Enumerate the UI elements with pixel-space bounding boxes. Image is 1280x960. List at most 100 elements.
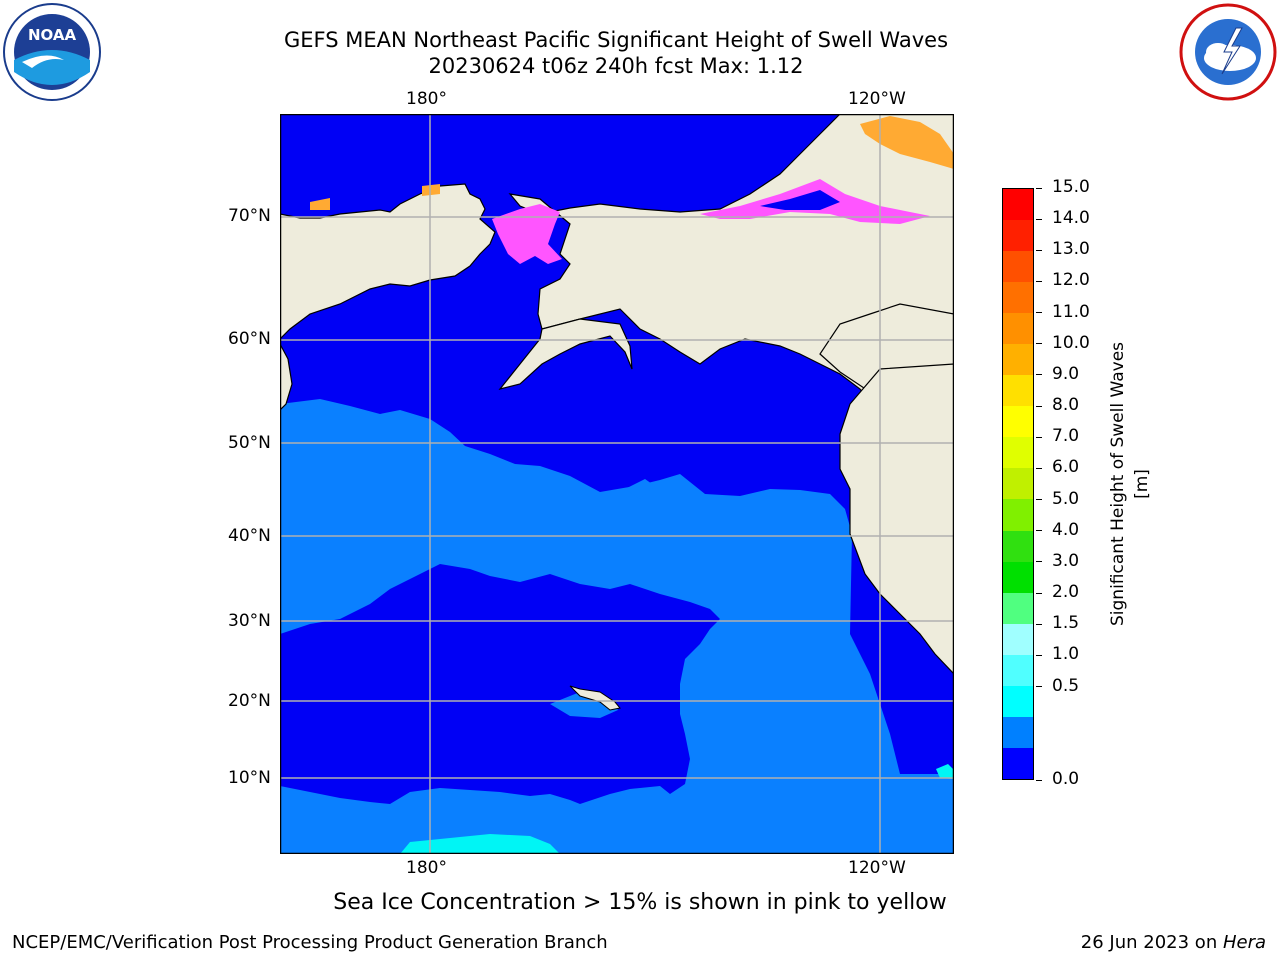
colorbar-segment <box>1003 406 1033 438</box>
land-california <box>839 363 954 675</box>
bottom-lon-label-180: 180° <box>406 858 447 878</box>
colorbar-tick-mark <box>1036 467 1042 469</box>
lat-label-10n: 10°N <box>228 768 271 788</box>
colorbar-segment <box>1003 344 1033 376</box>
colorbar-tick-mark <box>1036 561 1042 563</box>
colorbar-tick-label: 5.0 <box>1052 488 1080 509</box>
colorbar-segment <box>1003 530 1033 562</box>
colorbar-tick-mark <box>1036 280 1042 282</box>
map-title: GEFS MEAN Northeast Pacific Significant … <box>283 28 949 52</box>
colorbar-segment <box>1003 251 1033 283</box>
colorbar-segment <box>1003 685 1033 717</box>
colorbar-segment <box>1003 189 1033 221</box>
colorbar-tick-mark <box>1036 592 1042 594</box>
colorbar-tick-label: 8.0 <box>1052 395 1080 416</box>
colorbar-segment <box>1003 437 1033 469</box>
colorbar-tick-mark <box>1036 405 1042 407</box>
land-kamchatka <box>280 343 293 411</box>
noaa-logo: NOAA <box>2 2 102 102</box>
sea-ice-wrangel <box>422 184 440 196</box>
lat-label-30n: 30°N <box>228 611 271 631</box>
colorbar-tick-mark <box>1036 343 1042 345</box>
colorbar-tick-label: 4.0 <box>1052 519 1080 540</box>
lat-label-60n: 60°N <box>228 329 271 349</box>
ocean-swell-patch-1 <box>625 479 655 499</box>
colorbar-tick-label: 7.0 <box>1052 426 1080 447</box>
land-alaska-peninsula <box>498 318 633 391</box>
colorbar-ticks: 15.0 14.0 13.0 12.0 11.0 10.0 9.0 8.0 7.0 6.0 5.0 4… <box>1036 177 1096 789</box>
colorbar-tick-mark <box>1036 654 1042 656</box>
noaa-logo-icon: NOAA <box>3 3 101 101</box>
colorbar-label-text: Significant Height of Swell Waves [m] <box>1108 341 1152 627</box>
colorbar-tick-label: 6.0 <box>1052 457 1080 478</box>
ocean-swell-1-1-5 <box>400 834 560 854</box>
colorbar-tick-label: 13.0 <box>1052 239 1090 260</box>
sea-ice-arctic-islands <box>860 116 954 169</box>
lat-label-50n: 50°N <box>228 433 271 453</box>
colorbar-tick-label: 12.0 <box>1052 270 1090 291</box>
footer-machine: Hera <box>1222 932 1266 953</box>
colorbar-segment <box>1003 220 1033 252</box>
colorbar-segment <box>1003 716 1033 748</box>
colorbar-segment <box>1003 592 1033 624</box>
colorbar-tick-mark <box>1036 436 1042 438</box>
colorbar-tick-mark <box>1036 686 1042 688</box>
land-siberia <box>280 114 496 340</box>
sea-ice-note: Sea Ice Concentration > 15% is shown in … <box>333 890 947 915</box>
colorbar-tick-mark <box>1036 187 1042 189</box>
ocean-swell-1-1-5-east <box>936 764 954 779</box>
sea-ice-east-siberia <box>310 198 330 210</box>
map-subtitle: 20230624 t06z 240h fcst Max: 1.12 <box>428 54 804 78</box>
colorbar-segment <box>1003 561 1033 593</box>
colorbar-tick-label: 15.0 <box>1052 177 1090 197</box>
colorbar-segment <box>1003 654 1033 686</box>
colorbar-tick-label: 3.0 <box>1052 550 1080 571</box>
colorbar-tick-mark <box>1036 779 1042 781</box>
footer-date-text: 26 Jun 2023 on <box>1080 932 1223 953</box>
colorbar-tick-mark <box>1036 312 1042 314</box>
colorbar <box>1002 188 1034 780</box>
noaa-text: NOAA <box>28 26 77 44</box>
sea-ice-beaufort-core <box>760 190 840 210</box>
colorbar-tick-label: 1.0 <box>1052 644 1080 665</box>
footer-producer: NCEP/EMC/Verification Post Processing Pr… <box>12 932 608 953</box>
top-lon-label-120w: 120°W <box>848 89 906 109</box>
colorbar-tick-label: 0.0 <box>1052 769 1080 789</box>
bottom-lon-label-120w: 120°W <box>848 858 906 878</box>
colorbar-tick-label: 2.0 <box>1052 582 1080 603</box>
colorbar-tick-mark <box>1036 218 1042 220</box>
land-hawaii <box>569 685 621 711</box>
colorbar-tick-label: 14.0 <box>1052 208 1090 229</box>
colorbar-segment <box>1003 313 1033 345</box>
lat-label-40n: 40°N <box>228 526 271 546</box>
colorbar-tick-label: 9.0 <box>1052 363 1080 384</box>
colorbar-tick-mark <box>1036 623 1042 625</box>
colorbar-tick-mark <box>1036 499 1042 501</box>
colorbar-tick-label: 1.5 <box>1052 613 1080 634</box>
colorbar-tick-mark <box>1036 530 1042 532</box>
lat-label-20n: 20°N <box>228 691 271 711</box>
graticule <box>280 114 954 854</box>
colorbar-tick-label: 0.5 <box>1052 675 1080 696</box>
nws-logo-icon <box>1179 3 1277 101</box>
colorbar-tick-mark <box>1036 249 1042 251</box>
colorbar-label: Significant Height of Swell Waves [m] <box>1106 334 1154 634</box>
ocean-swell-0-0-5-south <box>280 564 720 804</box>
map-frame <box>280 114 954 854</box>
ocean-swell-patch-2 <box>545 539 630 576</box>
colorbar-tick-mark <box>1036 374 1042 376</box>
colorbar-segment <box>1003 375 1033 407</box>
top-lon-label-180: 180° <box>406 89 447 109</box>
sea-ice-chukchi <box>492 204 562 264</box>
colorbar-segment <box>1003 623 1033 655</box>
colorbar-tick-label: 10.0 <box>1052 332 1090 353</box>
nws-logo <box>1178 2 1278 102</box>
colorbar-segment <box>1003 747 1033 779</box>
colorbar-segment <box>1003 282 1033 314</box>
colorbar-segment <box>1003 468 1033 500</box>
colorbar-tick-label: 11.0 <box>1052 301 1090 322</box>
colorbar-segment <box>1003 499 1033 531</box>
lat-label-70n: 70°N <box>228 206 271 226</box>
map-plot <box>280 114 954 854</box>
footer-date: 26 Jun 2023 on Hera <box>1081 932 1266 953</box>
